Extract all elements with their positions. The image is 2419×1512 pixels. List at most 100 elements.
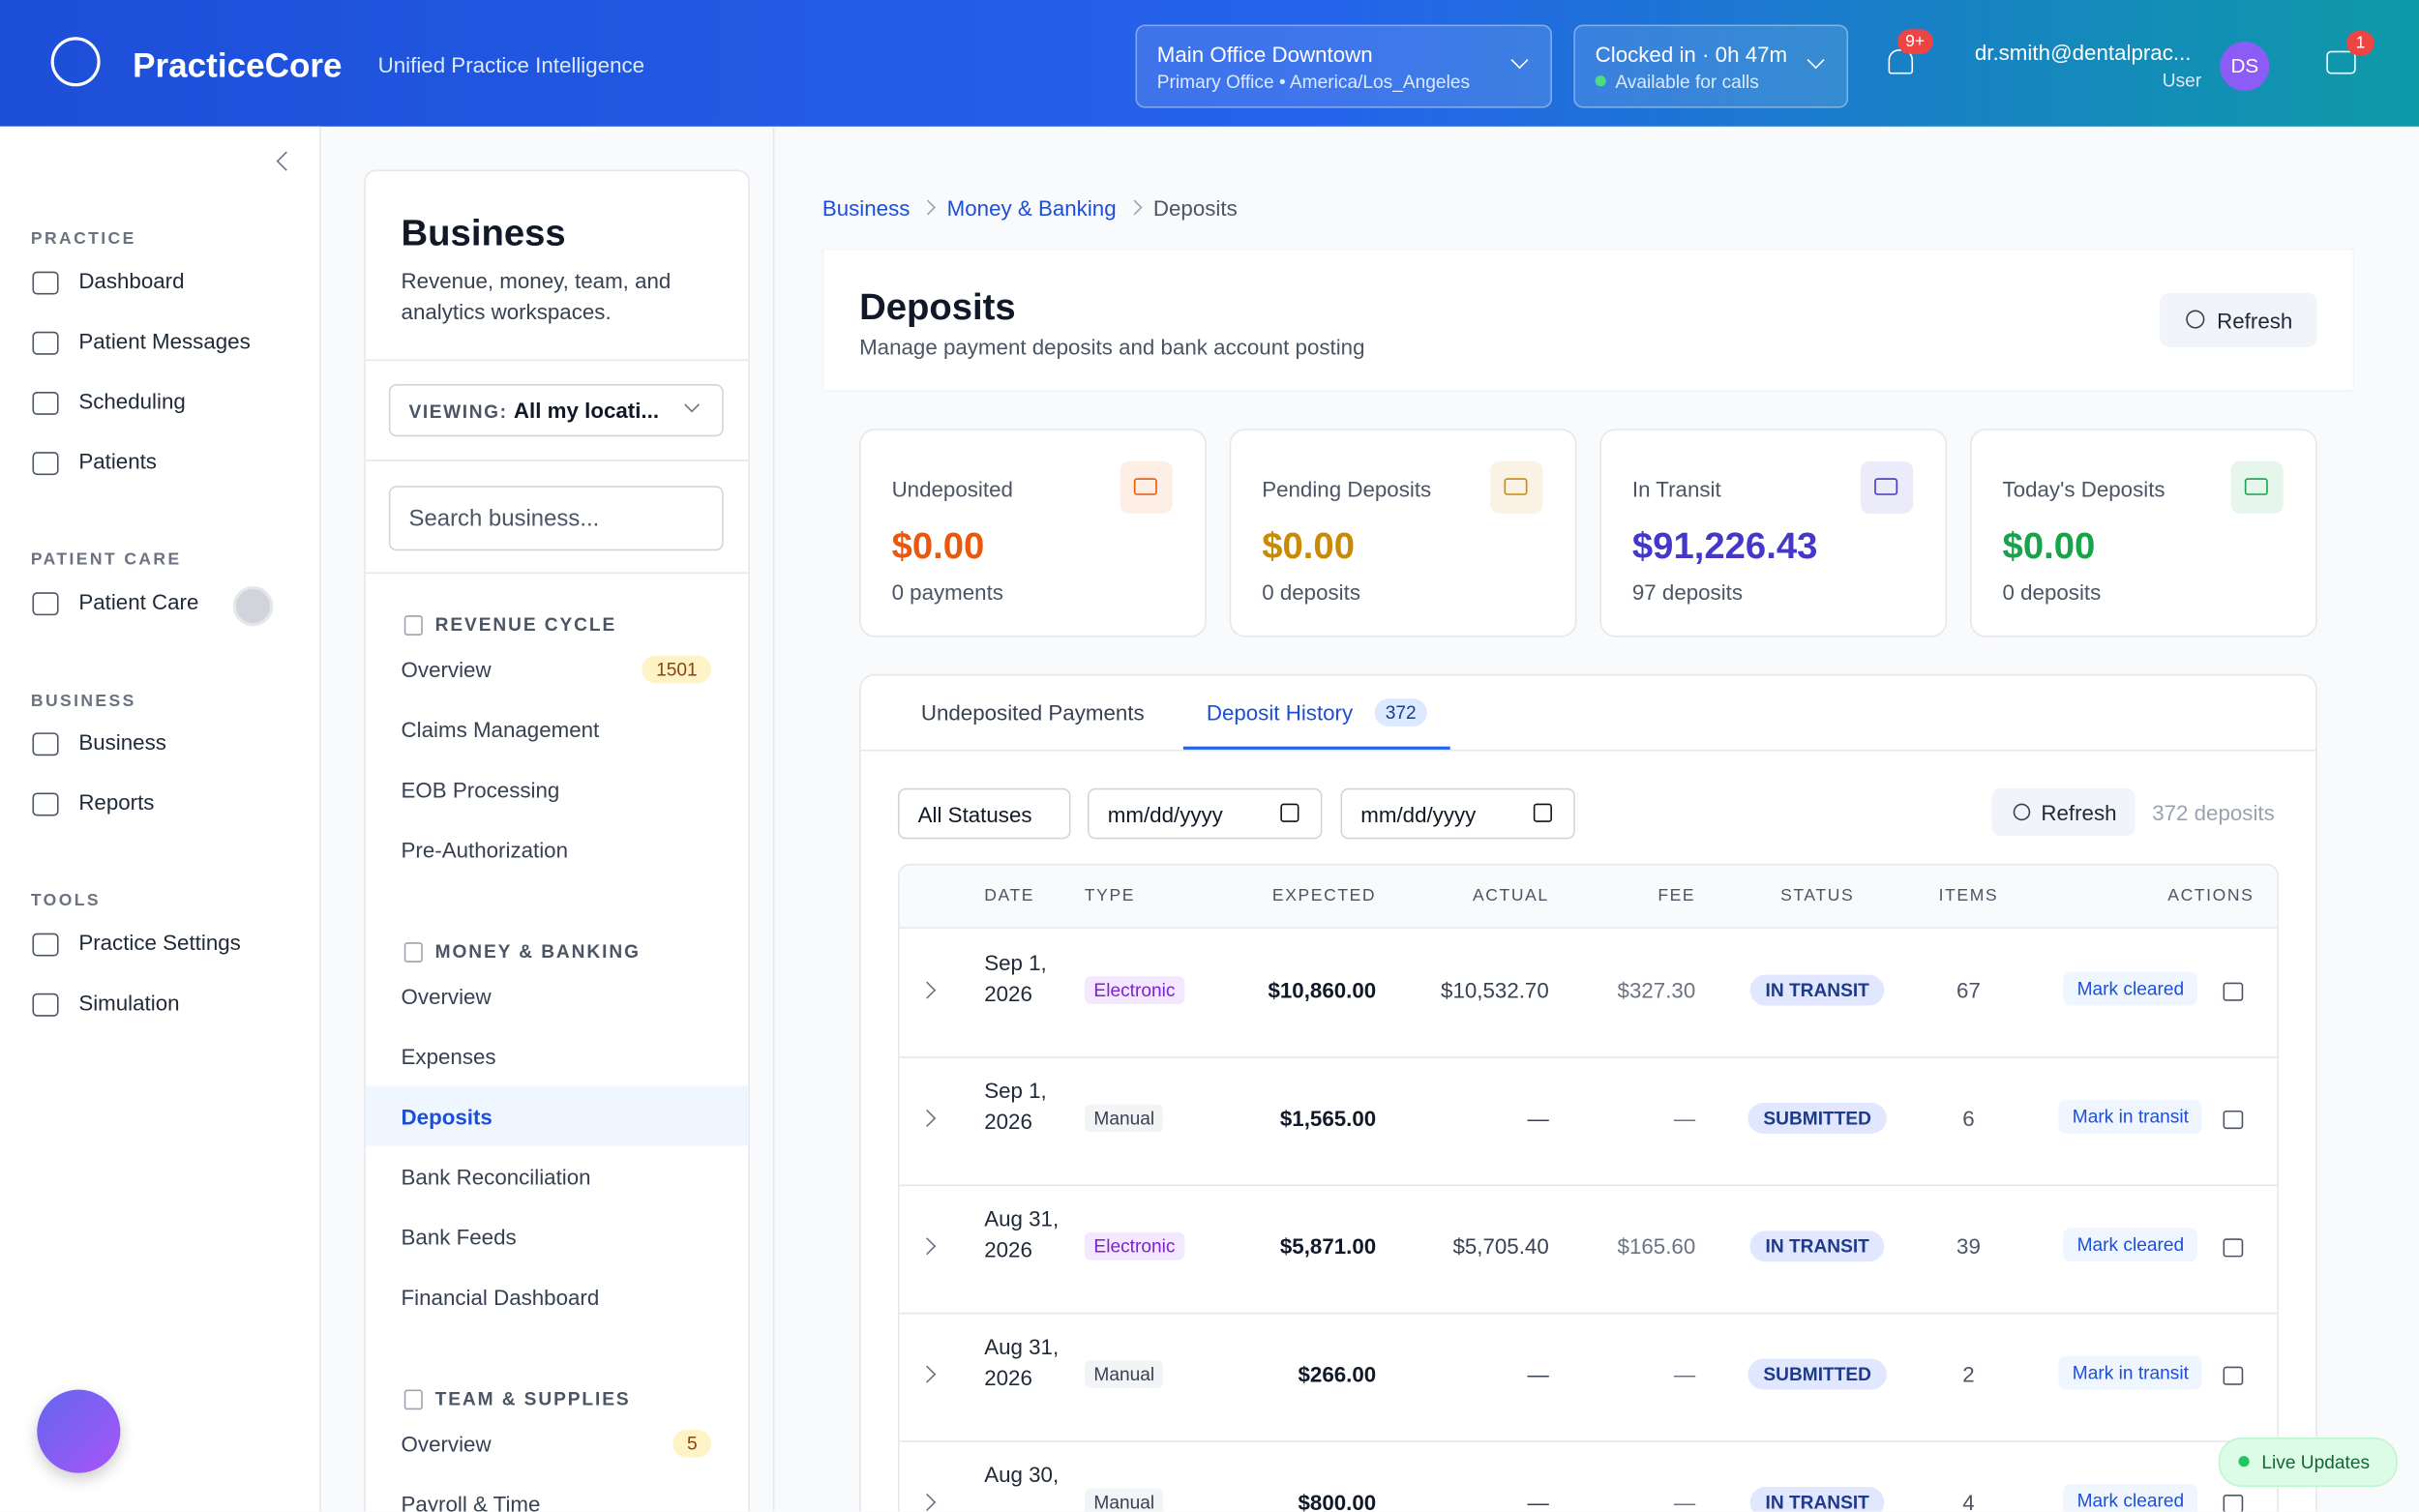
nav-item[interactable]: Scheduling	[78, 388, 186, 414]
location-select[interactable]: Main Office Downtown Primary Office • Am…	[1135, 24, 1552, 108]
row-action[interactable]: Mark cleared	[2063, 1228, 2198, 1262]
print-icon[interactable]	[2223, 1110, 2244, 1130]
search-input[interactable]: Search business...	[388, 486, 724, 551]
toggle	[232, 585, 274, 627]
stat-value: $0.00	[2002, 525, 2096, 568]
row-action[interactable]: Mark in transit	[2058, 1099, 2203, 1134]
fee: $327.30	[1617, 977, 1696, 1003]
subnav-item[interactable]: Deposits	[401, 1104, 493, 1130]
subnav-item[interactable]: Expenses	[401, 1044, 496, 1069]
nav-item[interactable]: Patients	[78, 448, 157, 474]
nav-item[interactable]: Simulation	[78, 990, 180, 1016]
type: Electronic	[1084, 976, 1185, 1004]
nav-item[interactable]: Patient Messages	[78, 328, 251, 354]
clock-select[interactable]: Clocked in · 0h 47m Available for calls	[1573, 24, 1849, 108]
column-header: ITEMS	[1938, 886, 1999, 905]
count-badge: 1501	[642, 655, 712, 684]
status: SUBMITTED	[1747, 1358, 1887, 1390]
expand-chevron[interactable]	[918, 1493, 937, 1511]
viewing-label: VIEWING:	[408, 400, 508, 423]
row-divider	[899, 1056, 2278, 1058]
items: 6	[1962, 1106, 1975, 1131]
nav-icon	[32, 391, 59, 415]
expand-chevron[interactable]	[918, 981, 937, 999]
avatar[interactable]: DS	[2220, 42, 2270, 92]
subnav-item[interactable]: Financial Dashboard	[401, 1285, 600, 1310]
status-dot	[1595, 75, 1606, 87]
subnav-item[interactable]: Payroll & Time	[401, 1491, 541, 1512]
expand-chevron[interactable]	[918, 1109, 937, 1127]
page-subtitle: Manage payment deposits and bank account…	[859, 334, 1365, 360]
row-divider	[899, 1184, 2278, 1187]
main	[772, 126, 2419, 1512]
column-header: TYPE	[1084, 886, 1136, 905]
date-from[interactable]: mm/dd/yyyy	[1088, 787, 1323, 840]
subnav-item[interactable]: Pre-Authorization	[401, 837, 569, 863]
fee: —	[1673, 1106, 1696, 1131]
stat-value: $0.00	[891, 525, 985, 568]
chevron	[684, 397, 700, 413]
actual: $5,705.40	[1452, 1233, 1549, 1260]
status-filter[interactable]: All Statuses	[897, 787, 1071, 840]
print-icon[interactable]	[2223, 1366, 2244, 1385]
row-action[interactable]: Mark cleared	[2063, 1483, 2198, 1512]
items: 2	[1962, 1361, 1975, 1387]
subnav-item[interactable]: Bank Reconciliation	[401, 1164, 591, 1190]
print-icon[interactable]	[2223, 1238, 2244, 1258]
tab[interactable]: Undeposited Payments	[920, 699, 1145, 726]
print-icon[interactable]	[2223, 982, 2244, 1001]
items: 67	[1956, 977, 1981, 1003]
stat-sub: 0 payments	[891, 579, 1003, 606]
count-badge: 5	[672, 1430, 712, 1458]
date-to[interactable]: mm/dd/yyyy	[1340, 787, 1575, 840]
apps-button[interactable]	[37, 1389, 121, 1473]
subnav-item[interactable]: EOB Processing	[401, 777, 560, 803]
stat-value: $0.00	[1262, 525, 1355, 568]
group-title: MONEY & BANKING	[434, 940, 641, 963]
refresh-label: Refresh	[2041, 800, 2117, 826]
table-refresh-button[interactable]: Refresh	[1991, 787, 2135, 837]
status: IN TRANSIT	[1749, 974, 1885, 1006]
refresh-button[interactable]: Refresh	[2160, 292, 2317, 347]
chat-icon[interactable]	[2326, 50, 2356, 74]
location-detail: Primary Office • America/Los_Angeles	[1156, 71, 1471, 93]
money-icon	[1504, 478, 1528, 495]
subnav-title: Business	[401, 213, 566, 255]
user-role: User	[2162, 69, 2202, 92]
subnav-item[interactable]: Bank Feeds	[401, 1224, 517, 1250]
nav-item[interactable]: Reports	[78, 789, 155, 815]
divider	[365, 460, 749, 461]
collapse-button[interactable]	[276, 151, 296, 171]
nav-item[interactable]: Practice Settings	[78, 930, 241, 955]
stat-label: Today's Deposits	[2002, 476, 2165, 502]
row-action[interactable]: Mark in transit	[2058, 1355, 2203, 1390]
nav-item[interactable]: Patient Care	[78, 589, 199, 614]
row-action[interactable]: Mark cleared	[2063, 971, 2198, 1006]
stat-card: Undeposited $0.00 0 payments	[859, 429, 1207, 637]
viewing-select[interactable]: VIEWING: All my locati...	[388, 384, 724, 437]
subnav-item[interactable]: Overview	[401, 1431, 492, 1457]
subnav-item[interactable]: Overview	[401, 657, 492, 682]
live-updates: Live Updates	[2218, 1437, 2398, 1488]
expand-chevron[interactable]	[918, 1237, 937, 1256]
nav-item[interactable]: Dashboard	[78, 268, 185, 293]
subnav-item[interactable]: Claims Management	[401, 717, 600, 742]
refresh-icon	[2013, 803, 2031, 821]
expand-chevron[interactable]	[918, 1365, 937, 1383]
deposits-panel: All Statuses mm/dd/yyyy mm/dd/yyyy Refre…	[859, 673, 2317, 1512]
tab[interactable]: Deposit History	[1206, 699, 1354, 726]
nav-item[interactable]: Business	[78, 729, 166, 755]
stat-label: In Transit	[1631, 476, 1721, 502]
actual: $10,532.70	[1441, 977, 1549, 1003]
search-placeholder: Search business...	[408, 505, 600, 533]
breadcrumb-item[interactable]: Money & Banking	[946, 195, 1117, 221]
nav-icon	[32, 933, 59, 957]
breadcrumb-item[interactable]: Business	[821, 195, 911, 221]
status-filter-label: All Statuses	[917, 802, 1032, 827]
subnav-item[interactable]: Overview	[401, 984, 492, 1009]
divider	[365, 359, 749, 362]
breadcrumb-item: Deposits	[1152, 195, 1238, 221]
refresh-label: Refresh	[2217, 308, 2293, 334]
stat-icon	[1860, 460, 1914, 514]
print-icon[interactable]	[2223, 1494, 2244, 1512]
